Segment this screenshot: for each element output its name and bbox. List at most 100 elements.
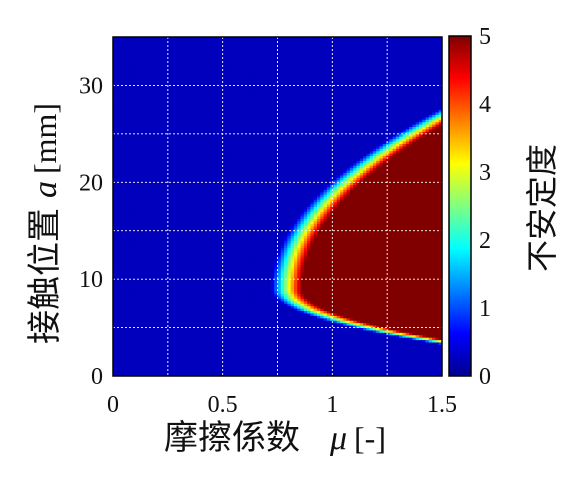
heatmap-cell <box>139 325 144 328</box>
heatmap-cell <box>221 296 226 299</box>
heatmap-cell <box>297 296 301 299</box>
heatmap-cell <box>340 349 344 353</box>
heatmap-cell <box>178 349 183 353</box>
heatmap-cell <box>303 269 308 273</box>
heatmap-cell <box>270 274 275 278</box>
heatmap-cell <box>244 286 249 290</box>
heatmap-cell <box>343 366 347 370</box>
heatmap-cell <box>438 346 443 350</box>
heatmap-cell <box>369 363 374 367</box>
heatmap-cell <box>228 259 232 263</box>
heatmap-cell <box>136 368 140 372</box>
heatmap-cell <box>178 339 183 343</box>
heatmap-cell <box>254 313 259 316</box>
heatmap-cell <box>376 308 380 312</box>
heatmap-cell <box>224 276 229 280</box>
heatmap-cell <box>132 373 137 377</box>
heatmap-cell <box>274 351 278 355</box>
heatmap-cell <box>438 339 443 343</box>
heatmap-cell <box>340 291 344 295</box>
heatmap-cell <box>395 271 400 275</box>
heatmap-cell <box>415 327 420 331</box>
heatmap-cell <box>244 339 249 343</box>
heatmap-cell <box>247 361 252 365</box>
heatmap-cell <box>247 264 252 268</box>
heatmap-cell <box>165 298 170 302</box>
heatmap-cell <box>218 349 222 353</box>
heatmap-cell <box>297 339 301 343</box>
heatmap-cell <box>287 267 292 270</box>
heatmap-cell <box>208 293 213 297</box>
heatmap-cell <box>386 279 390 282</box>
heatmap-cell <box>228 298 232 302</box>
heatmap-cell <box>136 276 140 280</box>
heatmap-cell <box>297 368 301 372</box>
heatmap-cell <box>221 361 226 365</box>
heatmap-cell <box>159 286 163 290</box>
heatmap-cell <box>218 310 222 314</box>
heatmap-cell <box>386 274 390 278</box>
heatmap-cell <box>116 257 120 261</box>
heatmap-cell <box>336 337 341 341</box>
heatmap-cell <box>145 286 150 290</box>
heatmap-cell <box>290 281 295 285</box>
heatmap-cell <box>290 325 295 328</box>
heatmap-cell <box>399 322 403 326</box>
heatmap-cell <box>188 279 193 282</box>
heatmap-cell <box>145 337 150 341</box>
heatmap-cell <box>152 286 157 290</box>
heatmap-cell <box>126 269 130 273</box>
heatmap-cell <box>224 288 229 292</box>
heatmap-cell <box>188 308 193 312</box>
heatmap-cell <box>389 298 394 302</box>
heatmap-cell <box>162 267 167 270</box>
heatmap-cell <box>307 346 311 350</box>
heatmap-cell <box>214 363 219 367</box>
heatmap-cell <box>363 279 367 282</box>
heatmap-cell <box>142 359 147 362</box>
heatmap-cell <box>284 344 288 348</box>
heatmap-cell <box>195 310 199 314</box>
heatmap-cell <box>372 300 377 304</box>
heatmap-cell <box>313 339 318 343</box>
heatmap-cell <box>386 269 390 273</box>
heatmap-cell <box>293 257 298 261</box>
heatmap-cell <box>261 310 265 314</box>
heatmap-cell <box>136 354 140 358</box>
heatmap-cell <box>257 296 262 299</box>
heatmap-cell <box>297 293 301 297</box>
heatmap-cell <box>119 259 124 263</box>
heatmap-cell <box>221 254 226 258</box>
heatmap-cell <box>116 293 120 297</box>
heatmap-cell <box>155 366 160 370</box>
heatmap-cell <box>238 271 242 275</box>
heatmap-cell <box>195 313 199 316</box>
heatmap-cell <box>201 257 206 261</box>
heatmap-cell <box>376 346 380 350</box>
heatmap-cell <box>428 337 433 341</box>
heatmap-cell <box>435 271 440 275</box>
heatmap-cell <box>257 274 262 278</box>
heatmap-cell <box>402 354 407 358</box>
heatmap-cell <box>136 371 140 374</box>
heatmap-cell <box>182 366 186 370</box>
heatmap-cell <box>307 337 311 341</box>
heatmap-cell <box>326 351 331 355</box>
heatmap-cell <box>162 346 167 350</box>
heatmap-cell <box>172 327 176 331</box>
heatmap-cell <box>356 313 361 316</box>
heatmap-cell <box>238 351 242 355</box>
heatmap-cell <box>359 368 364 372</box>
heatmap-cell <box>182 342 186 345</box>
heatmap-cell <box>297 361 301 365</box>
heatmap-cell <box>238 342 242 345</box>
heatmap-cell <box>307 368 311 372</box>
heatmap-cell <box>205 363 209 367</box>
heatmap-cell <box>409 356 413 360</box>
heatmap-cell <box>185 291 190 295</box>
heatmap-cell <box>251 269 255 273</box>
heatmap-cell <box>280 264 285 268</box>
heatmap-cell <box>284 279 288 282</box>
heatmap-cell <box>395 322 400 326</box>
heatmap-cell <box>425 322 430 326</box>
